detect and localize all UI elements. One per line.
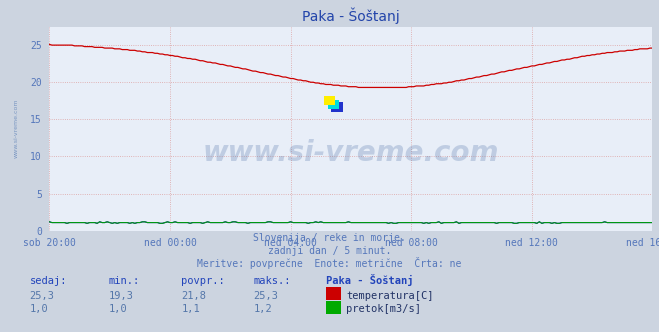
Text: Meritve: povprečne  Enote: metrične  Črta: ne: Meritve: povprečne Enote: metrične Črta:… xyxy=(197,257,462,269)
Text: zadnji dan / 5 minut.: zadnji dan / 5 minut. xyxy=(268,246,391,256)
Text: pretok[m3/s]: pretok[m3/s] xyxy=(346,304,421,314)
Text: 1,1: 1,1 xyxy=(181,304,200,314)
Title: Paka - Šoštanj: Paka - Šoštanj xyxy=(302,8,400,24)
Text: 19,3: 19,3 xyxy=(109,291,134,301)
Bar xyxy=(331,102,343,112)
Text: sedaj:: sedaj: xyxy=(30,276,67,286)
Text: Paka - Šoštanj: Paka - Šoštanj xyxy=(326,274,414,286)
Text: 25,3: 25,3 xyxy=(30,291,55,301)
Text: Slovenija / reke in morje.: Slovenija / reke in morje. xyxy=(253,233,406,243)
Text: min.:: min.: xyxy=(109,276,140,286)
Bar xyxy=(324,96,335,105)
Text: www.si-vreme.com: www.si-vreme.com xyxy=(14,99,18,158)
Text: povpr.:: povpr.: xyxy=(181,276,225,286)
Text: 25,3: 25,3 xyxy=(254,291,279,301)
Text: temperatura[C]: temperatura[C] xyxy=(346,291,434,301)
Text: 21,8: 21,8 xyxy=(181,291,206,301)
Text: maks.:: maks.: xyxy=(254,276,291,286)
Text: 1,0: 1,0 xyxy=(30,304,48,314)
Text: www.si-vreme.com: www.si-vreme.com xyxy=(203,139,499,167)
Text: 1,2: 1,2 xyxy=(254,304,272,314)
Text: 1,0: 1,0 xyxy=(109,304,127,314)
Bar xyxy=(328,100,339,109)
